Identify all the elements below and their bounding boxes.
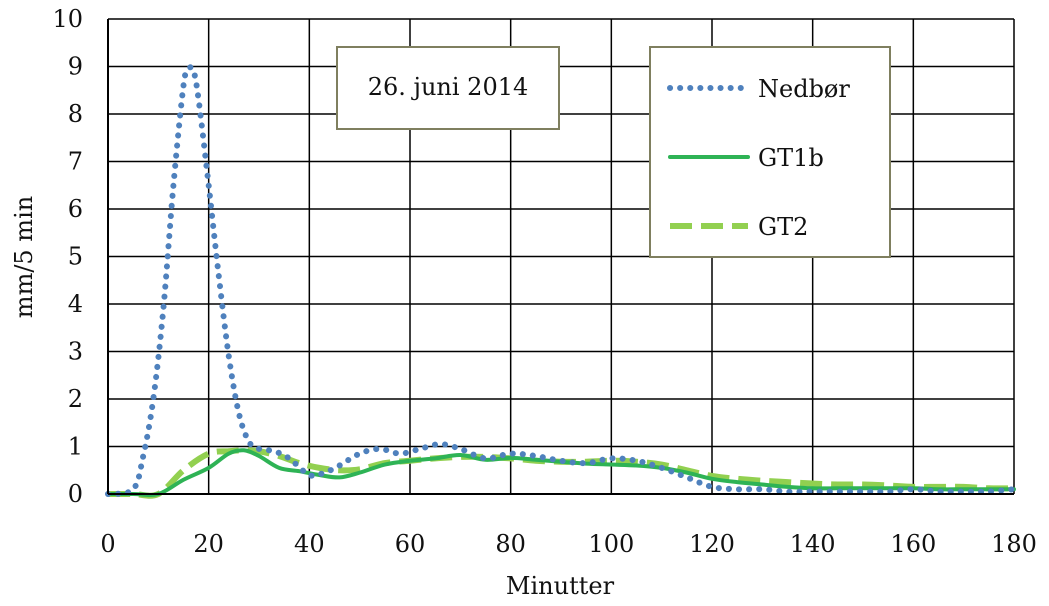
- y-tick-label: 3: [68, 338, 83, 366]
- legend-label: GT2: [758, 213, 808, 241]
- y-tick-label: 10: [52, 5, 83, 33]
- series-line-gt1b: [106, 448, 1016, 498]
- y-tick-label: 7: [68, 148, 83, 176]
- y-tick-label: 1: [68, 433, 83, 461]
- legend-frame: [649, 46, 891, 258]
- x-axis-title: Minutter: [506, 572, 615, 600]
- y-tick-label: 4: [68, 290, 83, 318]
- y-tick-label: 9: [68, 53, 83, 81]
- date-annotation-box: 26. juni 2014: [336, 46, 560, 130]
- legend-label: GT1b: [758, 144, 824, 172]
- y-tick-label: 6: [68, 195, 83, 223]
- x-tick-label: 180: [991, 530, 1037, 558]
- axes: [107, 19, 1014, 495]
- y-axis-title: mm/5 min: [10, 196, 38, 318]
- y-tick-label: 0: [68, 480, 83, 508]
- date-annotation-text: 26. juni 2014: [368, 73, 529, 101]
- x-tick-label: 80: [495, 530, 526, 558]
- legend-label: Nedbør: [758, 75, 850, 103]
- x-tick-label: 140: [790, 530, 836, 558]
- y-tick-label: 8: [68, 100, 83, 128]
- date-annotation-frame: [336, 46, 560, 130]
- legend: Nedbør GT1b GT2: [649, 46, 891, 258]
- x-tick-label: 60: [395, 530, 426, 558]
- x-tick-label: 0: [100, 530, 115, 558]
- x-tick-label: 20: [193, 530, 224, 558]
- x-tick-label: 100: [588, 530, 634, 558]
- x-tick-label: 40: [294, 530, 325, 558]
- tick-labels: 0 20 40 60 80 100 120 140 160 180 0 1 2 3 4 5 6 7 8 9 10: [52, 5, 1036, 558]
- x-tick-label: 160: [890, 530, 936, 558]
- series-line-nedb-r: [105, 64, 1017, 497]
- y-tick-label: 2: [68, 385, 83, 413]
- y-tick-label: 5: [68, 243, 83, 271]
- series-layer: [105, 64, 1017, 499]
- x-tick-label: 120: [689, 530, 735, 558]
